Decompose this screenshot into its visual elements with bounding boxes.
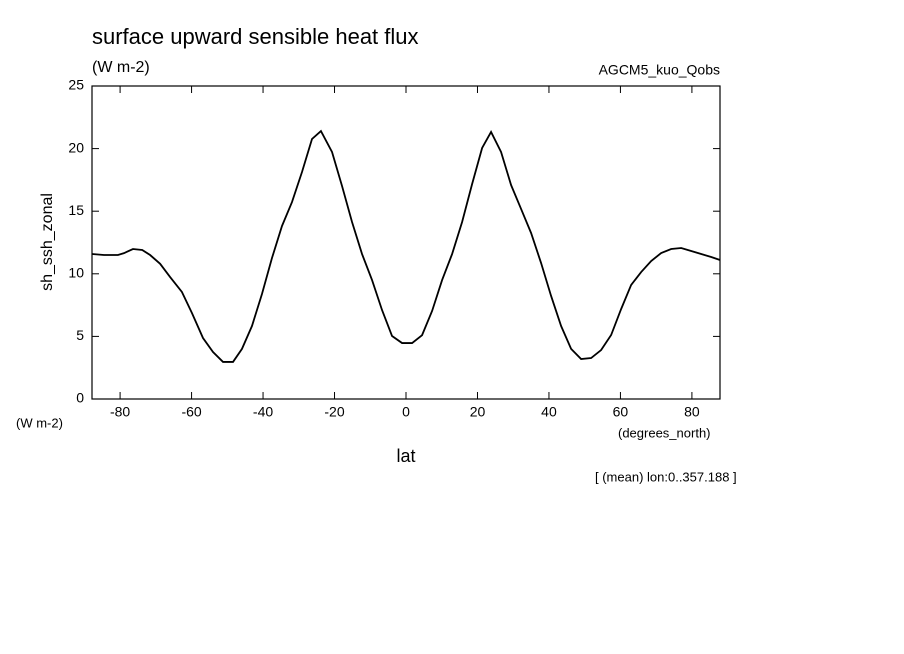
note: [ (mean) lon:0..357.188 ] — [595, 469, 737, 484]
y-tick-label: 25 — [68, 77, 84, 93]
y-tick-label: 5 — [76, 327, 84, 343]
y-tick-label: 20 — [68, 139, 84, 155]
x-tick-label: 20 — [470, 404, 486, 420]
x-tick-label: 40 — [541, 404, 557, 420]
x-tick-label: 60 — [613, 404, 629, 420]
x-tick-label: 80 — [684, 404, 700, 420]
y-tick-label: 0 — [76, 390, 84, 406]
x-tick-label: -80 — [110, 404, 130, 420]
x-axis-label: lat — [396, 446, 415, 466]
y-axis-label: sh_ssh_zonal — [39, 193, 56, 291]
plot-frame — [91, 85, 721, 400]
x-units: (degrees_north) — [618, 425, 711, 440]
chart-title: surface upward sensible heat flux — [92, 24, 419, 49]
y-tick-label: 15 — [68, 202, 84, 218]
x-tick-label: -60 — [181, 404, 201, 420]
x-tick-label: -20 — [324, 404, 344, 420]
x-tick-label: 0 — [402, 404, 410, 420]
units: (W m-2) — [92, 59, 150, 76]
y-tick-label: 10 — [68, 265, 84, 281]
experiment: AGCM5_kuo_Qobs — [599, 62, 720, 78]
x-tick-label: -40 — [253, 404, 273, 420]
data-line — [91, 129, 721, 363]
y-units: (W m-2) — [16, 415, 63, 430]
